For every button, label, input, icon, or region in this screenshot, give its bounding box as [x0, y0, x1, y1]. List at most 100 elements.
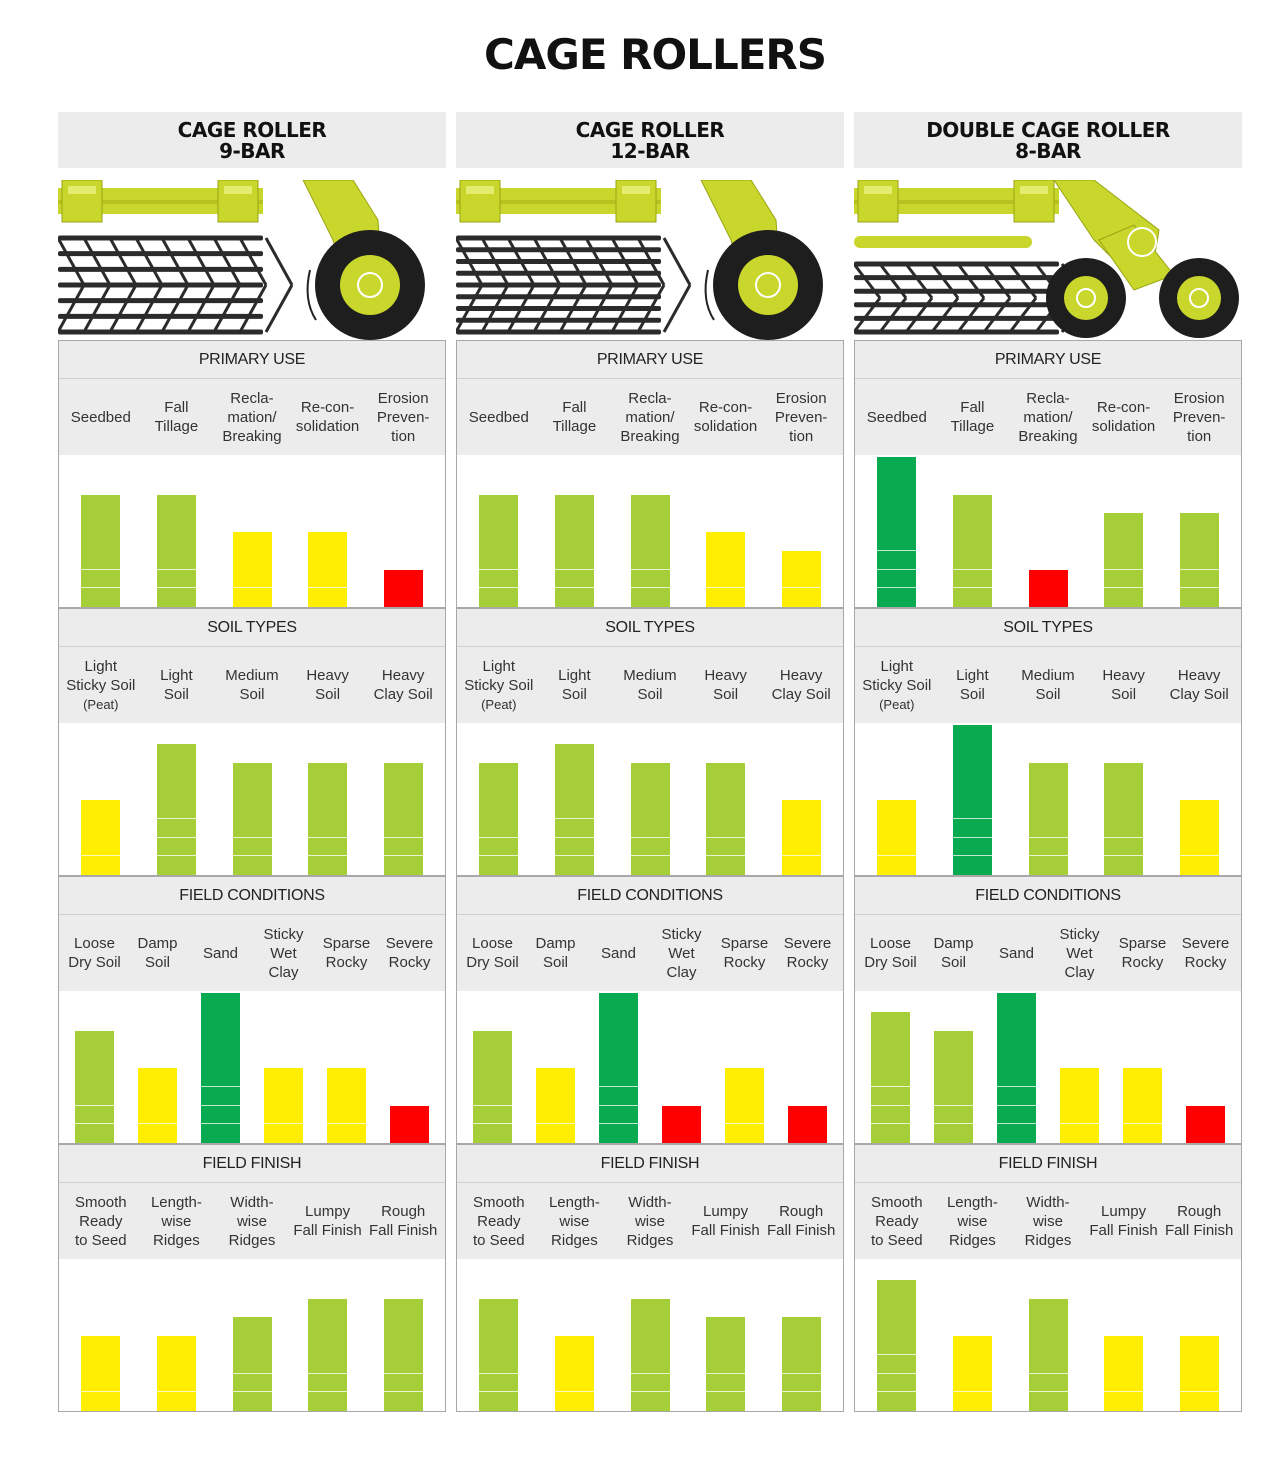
- category-label-line: Soil: [239, 686, 265, 703]
- category-label-line: Sticky Soil: [464, 676, 534, 694]
- chart-title: FIELD FINISH: [457, 1145, 843, 1183]
- bar-segment-line: [479, 836, 519, 838]
- category-label: Erosion Preven-tion: [1161, 379, 1237, 455]
- bar: [662, 1105, 701, 1143]
- bar: [390, 1105, 429, 1143]
- bar-segment-line: [1179, 568, 1219, 570]
- category-label-line: Soil: [163, 686, 189, 703]
- category-label-line: (Peat): [83, 696, 119, 712]
- secondary-tube: [854, 236, 1032, 248]
- category-label-line: Seedbed: [866, 408, 927, 426]
- category-label: Rough Fall Finish: [365, 1183, 441, 1259]
- category-label-line: Heavy: [381, 667, 425, 684]
- rating-chart: FIELD CONDITIONS Loose Dry Soil Damp Soil San…: [456, 876, 844, 1144]
- cage-bar: [58, 235, 263, 241]
- category-label: Width-wise Ridges: [214, 1183, 290, 1259]
- bar-plot: [855, 991, 1241, 1143]
- bar-plot: [855, 723, 1241, 875]
- bar: [1028, 1298, 1068, 1411]
- bar: [725, 1068, 764, 1143]
- bar-segment-line: [554, 1391, 594, 1393]
- bar-segment-line: [630, 1391, 670, 1393]
- bar-segment-line: [877, 1372, 917, 1374]
- cage-bar: [456, 235, 661, 241]
- category-label-line: Heavy: [704, 667, 747, 684]
- cage-bar: [854, 288, 1059, 294]
- category-label: Rough Fall Finish: [1161, 1183, 1237, 1259]
- cage-bar: [456, 294, 661, 300]
- chart-title: PRIMARY USE: [59, 341, 445, 379]
- bar: [1179, 800, 1219, 875]
- category-label-line: wise: [1032, 1212, 1063, 1230]
- category-label: Fall Tillage: [935, 379, 1011, 455]
- category-label-line: Rocky: [388, 954, 431, 971]
- category-label: Lumpy Fall Finish: [1086, 1183, 1162, 1259]
- category-label-line: Fall: [960, 399, 985, 416]
- bar-segment-line: [156, 836, 196, 838]
- category-label-line: Damp: [535, 935, 576, 952]
- bar: [706, 762, 746, 875]
- bar: [952, 1336, 992, 1411]
- category-label-line: Fall Finish: [766, 1222, 836, 1239]
- category-label-line: Rough: [381, 1203, 426, 1220]
- bar-segment-line: [1028, 855, 1068, 857]
- bar-segment-line: [554, 855, 594, 857]
- cage-bar: [456, 329, 661, 335]
- bar-segment-line: [877, 549, 917, 551]
- category-label-line: solidation: [1091, 418, 1156, 435]
- category-label-line: Dry Soil: [466, 954, 519, 971]
- category-labels: Light Sticky Soil (Peat) Light Soil Medium Soi…: [59, 647, 445, 723]
- bar-segment-line: [1104, 1391, 1144, 1393]
- category-labels: Seedbed Fall Tillage Recla-mation/Breaking R…: [855, 379, 1241, 455]
- category-label-line: Soil: [561, 686, 587, 703]
- category-labels: Light Sticky Soil (Peat) Light Soil Medium Soi…: [457, 647, 843, 723]
- bar: [997, 993, 1036, 1143]
- bar: [308, 762, 348, 875]
- bar: [1060, 1068, 1099, 1143]
- category-label-line: Rough: [1177, 1203, 1222, 1220]
- bar-plot: [59, 723, 445, 875]
- category-label: Lumpy Fall Finish: [688, 1183, 764, 1259]
- bar: [1186, 1105, 1225, 1143]
- rating-chart: PRIMARY USE Seedbed Fall Tillage Recla-matio…: [58, 340, 446, 608]
- category-label-line: Width-: [230, 1193, 274, 1211]
- category-label-line: Erosion: [775, 389, 827, 407]
- category-label: Fall Tillage: [537, 379, 613, 455]
- category-label-line: Preven-: [376, 408, 430, 426]
- category-label-line: Re-con-: [300, 399, 355, 416]
- category-label-line: Smooth: [74, 1193, 127, 1211]
- bar-plot: [457, 1259, 843, 1411]
- category-label-line: (Peat): [879, 696, 915, 712]
- category-label-line: Ridges: [153, 1231, 200, 1249]
- bar-segment-line: [479, 587, 519, 589]
- bar-segment-line: [308, 587, 348, 589]
- bar: [479, 1298, 519, 1411]
- bar-segment-line: [952, 817, 992, 819]
- category-label-line: Smooth: [472, 1193, 525, 1211]
- category-label-line: Lumpy: [1101, 1203, 1147, 1220]
- category-label-line: Sticky Soil: [66, 676, 136, 694]
- category-label: Width-wise Ridges: [612, 1183, 688, 1259]
- bar-segment-line: [997, 1104, 1036, 1106]
- bar-segment-line: [630, 836, 670, 838]
- bar-segment-line: [308, 1391, 348, 1393]
- cage-bar: [58, 251, 263, 257]
- category-label-line: Rocky: [723, 954, 766, 971]
- category-label-line: Loose: [74, 935, 115, 952]
- bar-segment-line: [232, 1391, 272, 1393]
- bar-segment-line: [75, 1123, 114, 1125]
- category-labels: Seedbed Fall Tillage Recla-mation/Breaking R…: [59, 379, 445, 455]
- category-label-line: Seedbed: [70, 408, 131, 426]
- bar-segment-line: [479, 568, 519, 570]
- bar: [952, 494, 992, 607]
- rating-chart: SOIL TYPES Light Sticky Soil (Peat) Light Soi…: [456, 608, 844, 876]
- category-label-line: Heavy: [779, 667, 823, 684]
- category-label-line: wise: [236, 1212, 267, 1230]
- category-label: Heavy Soil: [688, 647, 764, 723]
- bar-segment-line: [781, 855, 821, 857]
- bar: [877, 800, 917, 875]
- category-label: Medium Soil: [214, 647, 290, 723]
- bar: [201, 993, 240, 1143]
- category-label-line: Lumpy: [703, 1203, 749, 1220]
- cage-bar: [854, 315, 1059, 321]
